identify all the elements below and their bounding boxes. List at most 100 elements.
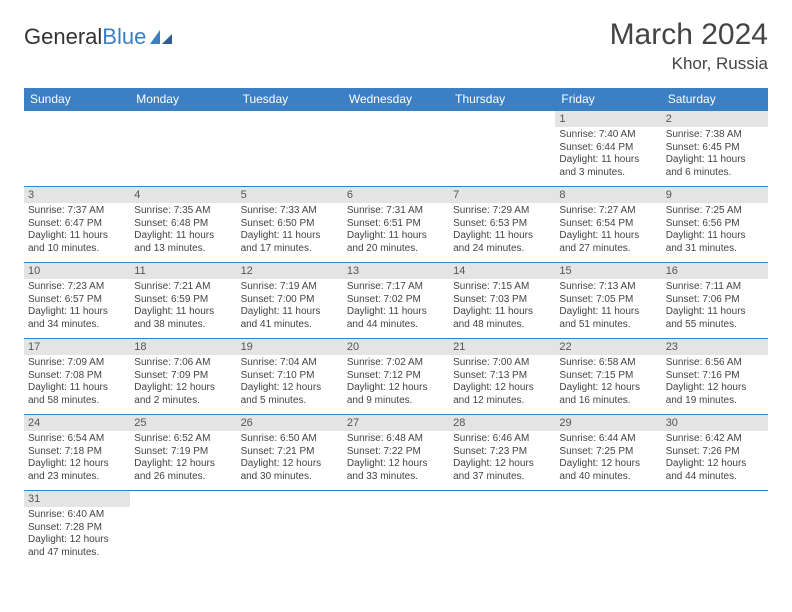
calendar-cell [130, 491, 236, 567]
sunset: Sunset: 6:50 PM [241, 218, 339, 231]
sunset: Sunset: 7:21 PM [241, 446, 339, 459]
sunrise: Sunrise: 7:13 AM [559, 281, 657, 294]
calendar-cell: 10Sunrise: 7:23 AMSunset: 6:57 PMDayligh… [24, 263, 130, 339]
calendar-cell: 2Sunrise: 7:38 AMSunset: 6:45 PMDaylight… [662, 111, 768, 187]
weekday-header: Friday [555, 88, 661, 111]
calendar-table: SundayMondayTuesdayWednesdayThursdayFrid… [24, 88, 768, 567]
sunrise: Sunrise: 6:56 AM [666, 357, 764, 370]
sunset: Sunset: 7:08 PM [28, 370, 126, 383]
weekday-header: Tuesday [237, 88, 343, 111]
day-number: 4 [130, 187, 236, 203]
sunset: Sunset: 7:15 PM [559, 370, 657, 383]
sunset: Sunset: 7:23 PM [453, 446, 551, 459]
calendar-cell [555, 491, 661, 567]
daylight: Daylight: 11 hours and 24 minutes. [453, 230, 551, 255]
day-number: 13 [343, 263, 449, 279]
day-number: 2 [662, 111, 768, 127]
sunset: Sunset: 7:19 PM [134, 446, 232, 459]
sunset: Sunset: 7:05 PM [559, 294, 657, 307]
day-number: 1 [555, 111, 661, 127]
daylight: Daylight: 11 hours and 55 minutes. [666, 306, 764, 331]
day-details: Sunrise: 7:33 AMSunset: 6:50 PMDaylight:… [237, 203, 343, 259]
day-details: Sunrise: 7:19 AMSunset: 7:00 PMDaylight:… [237, 279, 343, 335]
daylight: Daylight: 11 hours and 3 minutes. [559, 154, 657, 179]
sunset: Sunset: 6:45 PM [666, 142, 764, 155]
header: GeneralBlue March 2024 Khor, Russia [24, 18, 768, 74]
sunrise: Sunrise: 7:40 AM [559, 129, 657, 142]
calendar-cell: 17Sunrise: 7:09 AMSunset: 7:08 PMDayligh… [24, 339, 130, 415]
title-block: March 2024 Khor, Russia [610, 18, 768, 74]
day-details: Sunrise: 7:11 AMSunset: 7:06 PMDaylight:… [662, 279, 768, 335]
daylight: Daylight: 11 hours and 48 minutes. [453, 306, 551, 331]
day-number: 24 [24, 415, 130, 431]
daylight: Daylight: 11 hours and 44 minutes. [347, 306, 445, 331]
sunrise: Sunrise: 6:48 AM [347, 433, 445, 446]
month-title: March 2024 [610, 18, 768, 52]
day-number: 25 [130, 415, 236, 431]
calendar-cell: 14Sunrise: 7:15 AMSunset: 7:03 PMDayligh… [449, 263, 555, 339]
day-number: 28 [449, 415, 555, 431]
sunrise: Sunrise: 6:40 AM [28, 509, 126, 522]
sunrise: Sunrise: 7:23 AM [28, 281, 126, 294]
sunset: Sunset: 7:22 PM [347, 446, 445, 459]
daylight: Daylight: 11 hours and 41 minutes. [241, 306, 339, 331]
weekday-header: Wednesday [343, 88, 449, 111]
sunset: Sunset: 7:13 PM [453, 370, 551, 383]
calendar-cell: 19Sunrise: 7:04 AMSunset: 7:10 PMDayligh… [237, 339, 343, 415]
calendar-head: SundayMondayTuesdayWednesdayThursdayFrid… [24, 88, 768, 111]
daylight: Daylight: 12 hours and 47 minutes. [28, 534, 126, 559]
day-number: 8 [555, 187, 661, 203]
sunset: Sunset: 7:12 PM [347, 370, 445, 383]
calendar-cell [237, 111, 343, 187]
daylight: Daylight: 12 hours and 23 minutes. [28, 458, 126, 483]
calendar-cell: 26Sunrise: 6:50 AMSunset: 7:21 PMDayligh… [237, 415, 343, 491]
daylight: Daylight: 12 hours and 9 minutes. [347, 382, 445, 407]
calendar-cell: 9Sunrise: 7:25 AMSunset: 6:56 PMDaylight… [662, 187, 768, 263]
sunrise: Sunrise: 7:00 AM [453, 357, 551, 370]
logo-word2: Blue [102, 24, 146, 50]
day-details: Sunrise: 7:06 AMSunset: 7:09 PMDaylight:… [130, 355, 236, 411]
sunrise: Sunrise: 7:09 AM [28, 357, 126, 370]
daylight: Daylight: 11 hours and 13 minutes. [134, 230, 232, 255]
sunrise: Sunrise: 7:29 AM [453, 205, 551, 218]
sunset: Sunset: 7:06 PM [666, 294, 764, 307]
day-details: Sunrise: 6:54 AMSunset: 7:18 PMDaylight:… [24, 431, 130, 487]
daylight: Daylight: 12 hours and 2 minutes. [134, 382, 232, 407]
sunset: Sunset: 7:18 PM [28, 446, 126, 459]
day-number: 27 [343, 415, 449, 431]
day-details: Sunrise: 7:00 AMSunset: 7:13 PMDaylight:… [449, 355, 555, 411]
daylight: Daylight: 11 hours and 20 minutes. [347, 230, 445, 255]
day-number: 5 [237, 187, 343, 203]
sunrise: Sunrise: 7:35 AM [134, 205, 232, 218]
calendar-cell: 28Sunrise: 6:46 AMSunset: 7:23 PMDayligh… [449, 415, 555, 491]
sunset: Sunset: 7:09 PM [134, 370, 232, 383]
sunset: Sunset: 6:56 PM [666, 218, 764, 231]
sunrise: Sunrise: 6:58 AM [559, 357, 657, 370]
calendar-cell: 24Sunrise: 6:54 AMSunset: 7:18 PMDayligh… [24, 415, 130, 491]
sunset: Sunset: 7:02 PM [347, 294, 445, 307]
sunrise: Sunrise: 7:02 AM [347, 357, 445, 370]
day-number: 7 [449, 187, 555, 203]
sunset: Sunset: 7:28 PM [28, 522, 126, 535]
day-number: 6 [343, 187, 449, 203]
daylight: Daylight: 11 hours and 6 minutes. [666, 154, 764, 179]
day-number: 29 [555, 415, 661, 431]
calendar-cell: 12Sunrise: 7:19 AMSunset: 7:00 PMDayligh… [237, 263, 343, 339]
day-number: 10 [24, 263, 130, 279]
day-details: Sunrise: 6:40 AMSunset: 7:28 PMDaylight:… [24, 507, 130, 563]
location: Khor, Russia [610, 54, 768, 74]
sunrise: Sunrise: 7:15 AM [453, 281, 551, 294]
calendar-cell: 4 Sunrise: 7:35 AMSunset: 6:48 PMDaylight… [130, 187, 236, 263]
sunset: Sunset: 6:53 PM [453, 218, 551, 231]
sunset: Sunset: 7:25 PM [559, 446, 657, 459]
sunset: Sunset: 6:48 PM [134, 218, 232, 231]
sunrise: Sunrise: 6:50 AM [241, 433, 339, 446]
daylight: Daylight: 11 hours and 27 minutes. [559, 230, 657, 255]
sunset: Sunset: 6:51 PM [347, 218, 445, 231]
day-details: Sunrise: 7:02 AMSunset: 7:12 PMDaylight:… [343, 355, 449, 411]
sunrise: Sunrise: 7:11 AM [666, 281, 764, 294]
day-details: Sunrise: 7:37 AMSunset: 6:47 PMDaylight:… [24, 203, 130, 259]
sunrise: Sunrise: 7:33 AM [241, 205, 339, 218]
calendar-cell: 3Sunrise: 7:37 AMSunset: 6:47 PMDaylight… [24, 187, 130, 263]
sunset: Sunset: 6:44 PM [559, 142, 657, 155]
